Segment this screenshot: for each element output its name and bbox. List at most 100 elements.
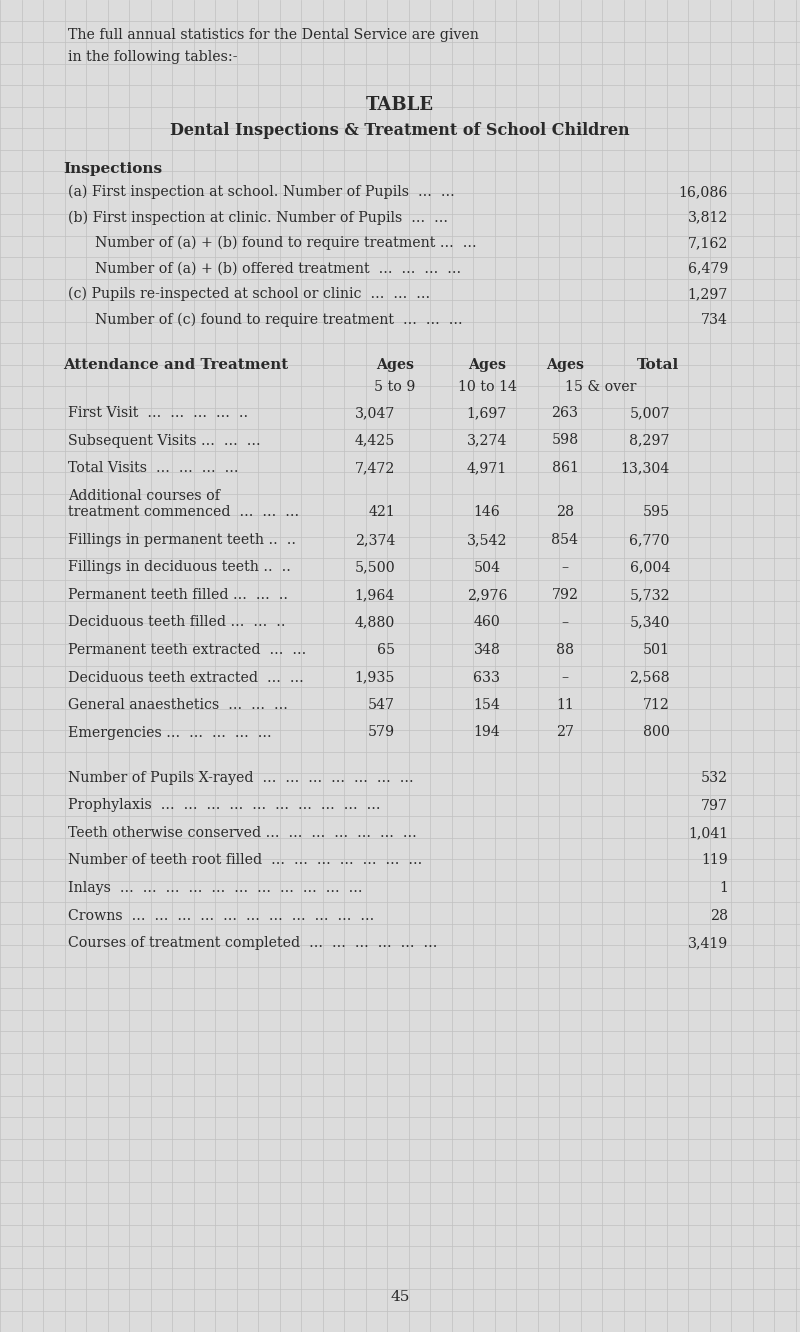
Text: 5,732: 5,732 — [630, 587, 670, 602]
Text: 348: 348 — [474, 643, 501, 657]
Text: 1,964: 1,964 — [354, 587, 395, 602]
Text: Emergencies ...  ...  ...  ...  ...: Emergencies ... ... ... ... ... — [68, 726, 272, 739]
Text: 854: 854 — [551, 533, 578, 547]
Text: 13,304: 13,304 — [621, 461, 670, 476]
Text: 1,297: 1,297 — [688, 286, 728, 301]
Text: 10 to 14: 10 to 14 — [458, 380, 517, 394]
Text: 88: 88 — [556, 643, 574, 657]
Text: 460: 460 — [474, 615, 501, 630]
Text: General anaesthetics  ...  ...  ...: General anaesthetics ... ... ... — [68, 698, 288, 713]
Text: 2,976: 2,976 — [466, 587, 507, 602]
Text: Number of (c) found to require treatment  ...  ...  ...: Number of (c) found to require treatment… — [68, 313, 467, 326]
Text: (a) First inspection at school. Number of Pupils  ...  ...: (a) First inspection at school. Number o… — [68, 185, 459, 200]
Text: 3,812: 3,812 — [688, 210, 728, 225]
Text: Courses of treatment completed  ...  ...  ...  ...  ...  ...: Courses of treatment completed ... ... .… — [68, 936, 438, 950]
Text: Total: Total — [637, 358, 679, 372]
Text: 5 to 9: 5 to 9 — [374, 380, 416, 394]
Text: 6,770: 6,770 — [630, 533, 670, 547]
Text: Attendance and Treatment: Attendance and Treatment — [63, 358, 288, 372]
Text: Ages: Ages — [546, 358, 584, 372]
Text: treatment commenced  ...  ...  ...: treatment commenced ... ... ... — [68, 506, 299, 519]
Text: 28: 28 — [556, 506, 574, 519]
Text: Number of Pupils X-rayed  ...  ...  ...  ...  ...  ...  ...: Number of Pupils X-rayed ... ... ... ...… — [68, 771, 414, 785]
Text: Total Visits  ...  ...  ...  ...: Total Visits ... ... ... ... — [68, 461, 238, 476]
Text: Fillings in deciduous teeth ..  ..: Fillings in deciduous teeth .. .. — [68, 561, 291, 574]
Text: 532: 532 — [701, 771, 728, 785]
Text: 28: 28 — [710, 908, 728, 923]
Text: 5,340: 5,340 — [630, 615, 670, 630]
Text: 16,086: 16,086 — [678, 185, 728, 198]
Text: 15 & over: 15 & over — [565, 380, 636, 394]
Text: Additional courses of: Additional courses of — [68, 489, 220, 502]
Text: 5,007: 5,007 — [630, 406, 670, 420]
Text: 797: 797 — [701, 798, 728, 813]
Text: 4,425: 4,425 — [354, 433, 395, 448]
Text: 7,162: 7,162 — [688, 236, 728, 250]
Text: 861: 861 — [551, 461, 578, 476]
Text: Ages: Ages — [468, 358, 506, 372]
Text: 2,568: 2,568 — [630, 670, 670, 685]
Text: Subsequent Visits ...  ...  ...: Subsequent Visits ... ... ... — [68, 433, 261, 448]
Text: 263: 263 — [551, 406, 578, 420]
Text: 1,697: 1,697 — [467, 406, 507, 420]
Text: 4,971: 4,971 — [467, 461, 507, 476]
Text: 194: 194 — [474, 726, 500, 739]
Text: 119: 119 — [702, 854, 728, 867]
Text: Inspections: Inspections — [63, 163, 162, 176]
Text: 8,297: 8,297 — [630, 433, 670, 448]
Text: Fillings in permanent teeth ..  ..: Fillings in permanent teeth .. .. — [68, 533, 296, 547]
Text: Deciduous teeth filled ...  ...  ..: Deciduous teeth filled ... ... .. — [68, 615, 286, 630]
Text: 45: 45 — [390, 1289, 410, 1304]
Text: 579: 579 — [368, 726, 395, 739]
Text: 3,419: 3,419 — [688, 936, 728, 950]
Text: 3,274: 3,274 — [467, 433, 507, 448]
Text: –: – — [562, 615, 569, 630]
Text: –: – — [562, 561, 569, 574]
Text: Crowns  ...  ...  ...  ...  ...  ...  ...  ...  ...  ...  ...: Crowns ... ... ... ... ... ... ... ... .… — [68, 908, 374, 923]
Text: 598: 598 — [551, 433, 578, 448]
Text: Permanent teeth filled ...  ...  ..: Permanent teeth filled ... ... .. — [68, 587, 288, 602]
Text: The full annual statistics for the Dental Service are given: The full annual statistics for the Denta… — [68, 28, 479, 43]
Text: 792: 792 — [551, 587, 578, 602]
Text: 712: 712 — [643, 698, 670, 713]
Text: 7,472: 7,472 — [354, 461, 395, 476]
Text: 3,542: 3,542 — [466, 533, 507, 547]
Text: 3,047: 3,047 — [354, 406, 395, 420]
Text: Number of teeth root filled  ...  ...  ...  ...  ...  ...  ...: Number of teeth root filled ... ... ... … — [68, 854, 422, 867]
Text: in the following tables:-: in the following tables:- — [68, 51, 238, 64]
Text: Teeth otherwise conserved ...  ...  ...  ...  ...  ...  ...: Teeth otherwise conserved ... ... ... ..… — [68, 826, 417, 840]
Text: 501: 501 — [643, 643, 670, 657]
Text: Deciduous teeth extracted  ...  ...: Deciduous teeth extracted ... ... — [68, 670, 304, 685]
Text: 6,004: 6,004 — [630, 561, 670, 574]
Text: Ages: Ages — [376, 358, 414, 372]
Text: Prophylaxis  ...  ...  ...  ...  ...  ...  ...  ...  ...  ...: Prophylaxis ... ... ... ... ... ... ... … — [68, 798, 381, 813]
Text: 5,500: 5,500 — [354, 561, 395, 574]
Text: 6,479: 6,479 — [688, 261, 728, 276]
Text: 146: 146 — [474, 506, 500, 519]
Text: 595: 595 — [642, 506, 670, 519]
Text: 1,041: 1,041 — [688, 826, 728, 840]
Text: 421: 421 — [368, 506, 395, 519]
Text: (c) Pupils re-inspected at school or clinic  ...  ...  ...: (c) Pupils re-inspected at school or cli… — [68, 286, 434, 301]
Text: Number of (a) + (b) found to require treatment ...  ...: Number of (a) + (b) found to require tre… — [68, 236, 481, 250]
Text: Inlays  ...  ...  ...  ...  ...  ...  ...  ...  ...  ...  ...: Inlays ... ... ... ... ... ... ... ... .… — [68, 880, 362, 895]
Text: 1,935: 1,935 — [354, 670, 395, 685]
Text: Permanent teeth extracted  ...  ...: Permanent teeth extracted ... ... — [68, 643, 306, 657]
Text: 633: 633 — [474, 670, 501, 685]
Text: Number of (a) + (b) offered treatment  ...  ...  ...  ...: Number of (a) + (b) offered treatment ..… — [68, 261, 466, 276]
Text: 11: 11 — [556, 698, 574, 713]
Text: 4,880: 4,880 — [354, 615, 395, 630]
Text: 65: 65 — [377, 643, 395, 657]
Text: 154: 154 — [474, 698, 501, 713]
Text: 547: 547 — [368, 698, 395, 713]
Text: First Visit  ...  ...  ...  ...  ..: First Visit ... ... ... ... .. — [68, 406, 248, 420]
Text: TABLE: TABLE — [366, 96, 434, 115]
Text: Dental Inspections & Treatment of School Children: Dental Inspections & Treatment of School… — [170, 123, 630, 139]
Text: 800: 800 — [643, 726, 670, 739]
Text: 504: 504 — [474, 561, 501, 574]
Text: (b) First inspection at clinic. Number of Pupils  ...  ...: (b) First inspection at clinic. Number o… — [68, 210, 453, 225]
Text: 27: 27 — [556, 726, 574, 739]
Text: 734: 734 — [701, 313, 728, 326]
Text: 2,374: 2,374 — [354, 533, 395, 547]
Text: –: – — [562, 670, 569, 685]
